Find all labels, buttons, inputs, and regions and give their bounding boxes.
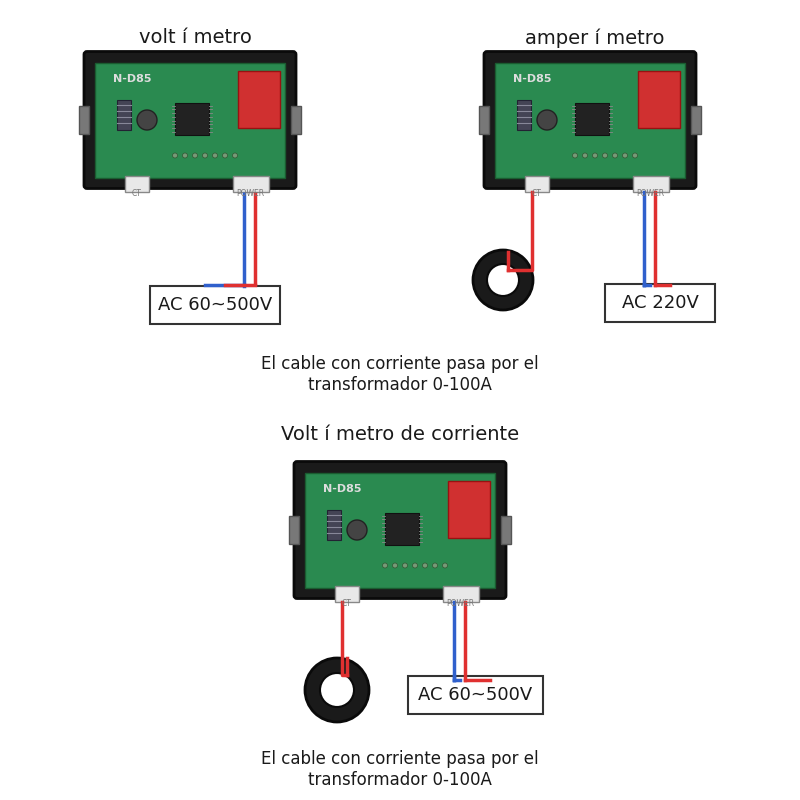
Bar [125, 175, 149, 191]
Bar [525, 175, 549, 191]
Bar [691, 106, 701, 134]
Bar [605, 284, 715, 322]
Bar [289, 516, 299, 544]
Bar [150, 286, 280, 324]
Text: volt í metro: volt í metro [138, 28, 251, 47]
Bar [633, 175, 669, 191]
Text: CT: CT [132, 189, 142, 198]
Bar [305, 473, 495, 587]
Circle shape [402, 563, 407, 568]
Text: POWER: POWER [237, 189, 265, 198]
Circle shape [213, 153, 218, 158]
Circle shape [622, 153, 627, 158]
Circle shape [320, 673, 354, 707]
Bar [407, 676, 542, 714]
Circle shape [487, 264, 519, 296]
Circle shape [137, 110, 157, 130]
Bar [175, 102, 209, 135]
Circle shape [593, 153, 598, 158]
Circle shape [602, 153, 607, 158]
Bar [79, 106, 89, 134]
Bar [238, 70, 280, 128]
Text: N-D85: N-D85 [113, 74, 151, 85]
Circle shape [413, 563, 418, 568]
Circle shape [573, 153, 578, 158]
Circle shape [347, 520, 367, 540]
Circle shape [233, 153, 238, 158]
Circle shape [442, 563, 447, 568]
Bar [517, 100, 531, 130]
Bar [117, 100, 131, 130]
Circle shape [193, 153, 198, 158]
Bar [95, 62, 285, 178]
Circle shape [433, 563, 438, 568]
Bar [335, 586, 358, 602]
Circle shape [382, 563, 387, 568]
Text: N-D85: N-D85 [323, 485, 362, 494]
Circle shape [305, 658, 369, 722]
Text: amper í metro: amper í metro [526, 28, 665, 47]
Circle shape [473, 250, 533, 310]
Bar [291, 106, 301, 134]
Circle shape [613, 153, 618, 158]
Text: Volt í metro de corriente: Volt í metro de corriente [281, 425, 519, 444]
Bar [638, 70, 680, 128]
Bar [448, 481, 490, 538]
Bar [233, 175, 269, 191]
Text: POWER: POWER [446, 598, 475, 607]
Text: CT: CT [342, 598, 352, 607]
FancyBboxPatch shape [84, 51, 296, 189]
Bar [385, 513, 419, 545]
Text: AC 220V: AC 220V [622, 294, 698, 312]
FancyBboxPatch shape [484, 51, 696, 189]
Bar [574, 102, 609, 135]
Text: POWER: POWER [637, 189, 665, 198]
Bar [501, 516, 511, 544]
Bar [327, 510, 341, 540]
Text: El cable con corriente pasa por el
transformador 0-100A: El cable con corriente pasa por el trans… [261, 355, 539, 394]
Circle shape [422, 563, 427, 568]
Text: N-D85: N-D85 [513, 74, 551, 85]
Bar [495, 62, 685, 178]
Circle shape [222, 153, 227, 158]
Circle shape [582, 153, 587, 158]
Circle shape [537, 110, 557, 130]
Text: CT: CT [532, 189, 542, 198]
Bar [443, 586, 478, 602]
Circle shape [393, 563, 398, 568]
Text: El cable con corriente pasa por el
transformador 0-100A: El cable con corriente pasa por el trans… [261, 750, 539, 789]
Text: AC 60~500V: AC 60~500V [418, 686, 532, 704]
Text: AC 60~500V: AC 60~500V [158, 296, 272, 314]
FancyBboxPatch shape [294, 462, 506, 598]
Circle shape [173, 153, 178, 158]
Circle shape [202, 153, 207, 158]
Circle shape [182, 153, 187, 158]
Bar [479, 106, 489, 134]
Circle shape [633, 153, 638, 158]
